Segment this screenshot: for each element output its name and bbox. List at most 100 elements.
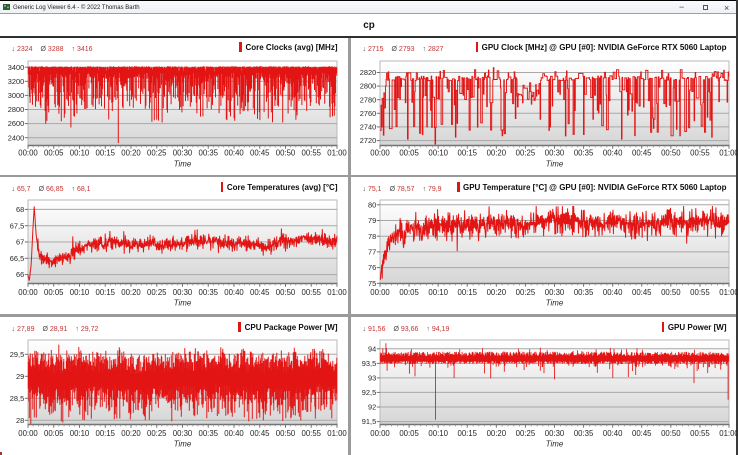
- svg-text:00:30: 00:30: [545, 288, 565, 297]
- svg-text:00:30: 00:30: [545, 429, 565, 438]
- svg-text:01:00: 01:00: [327, 288, 347, 297]
- svg-text:00:10: 00:10: [428, 429, 448, 438]
- svg-text:00:05: 00:05: [399, 429, 419, 438]
- svg-text:3000: 3000: [8, 91, 24, 100]
- svg-text:29: 29: [16, 371, 24, 380]
- svg-text:2820: 2820: [360, 68, 376, 77]
- svg-text:01:00: 01:00: [327, 148, 347, 157]
- svg-text:00:35: 00:35: [574, 148, 594, 157]
- svg-text:00:40: 00:40: [603, 148, 623, 157]
- svg-text:00:10: 00:10: [70, 288, 90, 297]
- svg-text:91,5: 91,5: [362, 417, 376, 426]
- svg-text:67,5: 67,5: [10, 221, 24, 230]
- svg-text:93: 93: [368, 373, 376, 382]
- svg-text:00:15: 00:15: [457, 288, 477, 297]
- svg-text:00:15: 00:15: [457, 429, 477, 438]
- svg-text:Time: Time: [546, 159, 564, 168]
- svg-text:00:45: 00:45: [250, 429, 270, 438]
- svg-text:92: 92: [368, 402, 376, 411]
- svg-text:00:50: 00:50: [276, 288, 296, 297]
- svg-text:00:45: 00:45: [250, 288, 270, 297]
- svg-text:00:10: 00:10: [70, 429, 90, 438]
- svg-text:00:35: 00:35: [198, 288, 218, 297]
- svg-text:00:15: 00:15: [95, 288, 115, 297]
- svg-text:00:20: 00:20: [487, 288, 507, 297]
- svg-text:00:20: 00:20: [487, 429, 507, 438]
- svg-text:2600: 2600: [8, 119, 24, 128]
- svg-text:00:55: 00:55: [301, 148, 321, 157]
- svg-text:93,5: 93,5: [362, 359, 376, 368]
- svg-text:00:00: 00:00: [18, 288, 38, 297]
- svg-text:00:15: 00:15: [95, 429, 115, 438]
- svg-text:00:55: 00:55: [690, 429, 710, 438]
- svg-text:2760: 2760: [360, 108, 376, 117]
- svg-text:01:00: 01:00: [719, 429, 738, 438]
- svg-text:01:00: 01:00: [327, 429, 347, 438]
- svg-text:75: 75: [368, 279, 376, 288]
- svg-text:Time: Time: [546, 298, 564, 307]
- svg-text:00:00: 00:00: [370, 429, 390, 438]
- svg-text:00:25: 00:25: [516, 148, 536, 157]
- svg-text:00:40: 00:40: [603, 429, 623, 438]
- svg-text:2800: 2800: [360, 81, 376, 90]
- svg-text:00:45: 00:45: [632, 288, 652, 297]
- svg-text:00:55: 00:55: [690, 148, 710, 157]
- svg-text:28,5: 28,5: [10, 393, 24, 402]
- svg-text:00:00: 00:00: [18, 148, 38, 157]
- svg-text:00:45: 00:45: [632, 148, 652, 157]
- svg-text:00:20: 00:20: [487, 148, 507, 157]
- svg-text:78: 78: [368, 232, 376, 241]
- svg-text:00:35: 00:35: [574, 429, 594, 438]
- svg-text:00:20: 00:20: [121, 429, 141, 438]
- svg-text:00:40: 00:40: [224, 429, 244, 438]
- svg-text:3400: 3400: [8, 62, 24, 71]
- svg-text:00:10: 00:10: [70, 148, 90, 157]
- svg-text:01:00: 01:00: [719, 288, 738, 297]
- svg-text:00:05: 00:05: [399, 148, 419, 157]
- svg-text:00:50: 00:50: [276, 429, 296, 438]
- svg-text:00:00: 00:00: [18, 429, 38, 438]
- svg-text:00:25: 00:25: [516, 288, 536, 297]
- svg-text:00:50: 00:50: [661, 429, 681, 438]
- svg-text:77: 77: [368, 248, 376, 257]
- svg-text:28: 28: [16, 415, 24, 424]
- svg-text:2720: 2720: [360, 136, 376, 145]
- svg-text:00:40: 00:40: [603, 288, 623, 297]
- svg-text:00:00: 00:00: [370, 148, 390, 157]
- svg-text:2800: 2800: [8, 105, 24, 114]
- svg-text:00:05: 00:05: [44, 288, 64, 297]
- svg-text:00:05: 00:05: [44, 429, 64, 438]
- svg-text:66,5: 66,5: [10, 254, 24, 263]
- svg-text:80: 80: [368, 200, 376, 209]
- svg-text:00:35: 00:35: [198, 429, 218, 438]
- svg-text:00:55: 00:55: [301, 288, 321, 297]
- svg-text:00:00: 00:00: [370, 288, 390, 297]
- svg-text:68: 68: [16, 205, 24, 214]
- svg-text:3200: 3200: [8, 76, 24, 85]
- svg-text:67: 67: [16, 238, 24, 247]
- svg-text:2780: 2780: [360, 95, 376, 104]
- svg-text:Time: Time: [546, 439, 564, 448]
- svg-text:00:25: 00:25: [516, 429, 536, 438]
- svg-text:Time: Time: [174, 439, 192, 448]
- svg-text:00:40: 00:40: [224, 288, 244, 297]
- svg-text:Time: Time: [174, 298, 192, 307]
- svg-text:79: 79: [368, 216, 376, 225]
- svg-text:29,5: 29,5: [10, 349, 24, 358]
- svg-text:2740: 2740: [360, 122, 376, 131]
- svg-text:01:00: 01:00: [719, 148, 738, 157]
- svg-text:92,5: 92,5: [362, 388, 376, 397]
- svg-text:00:10: 00:10: [428, 148, 448, 157]
- svg-text:00:45: 00:45: [632, 429, 652, 438]
- svg-text:00:35: 00:35: [574, 288, 594, 297]
- svg-text:Time: Time: [174, 159, 192, 168]
- svg-text:00:15: 00:15: [457, 148, 477, 157]
- svg-text:00:05: 00:05: [399, 288, 419, 297]
- svg-text:00:05: 00:05: [44, 148, 64, 157]
- svg-text:00:30: 00:30: [173, 288, 193, 297]
- svg-text:00:25: 00:25: [147, 288, 167, 297]
- svg-text:00:55: 00:55: [690, 288, 710, 297]
- svg-text:00:30: 00:30: [173, 429, 193, 438]
- svg-text:94: 94: [368, 344, 376, 353]
- svg-text:76: 76: [368, 263, 376, 272]
